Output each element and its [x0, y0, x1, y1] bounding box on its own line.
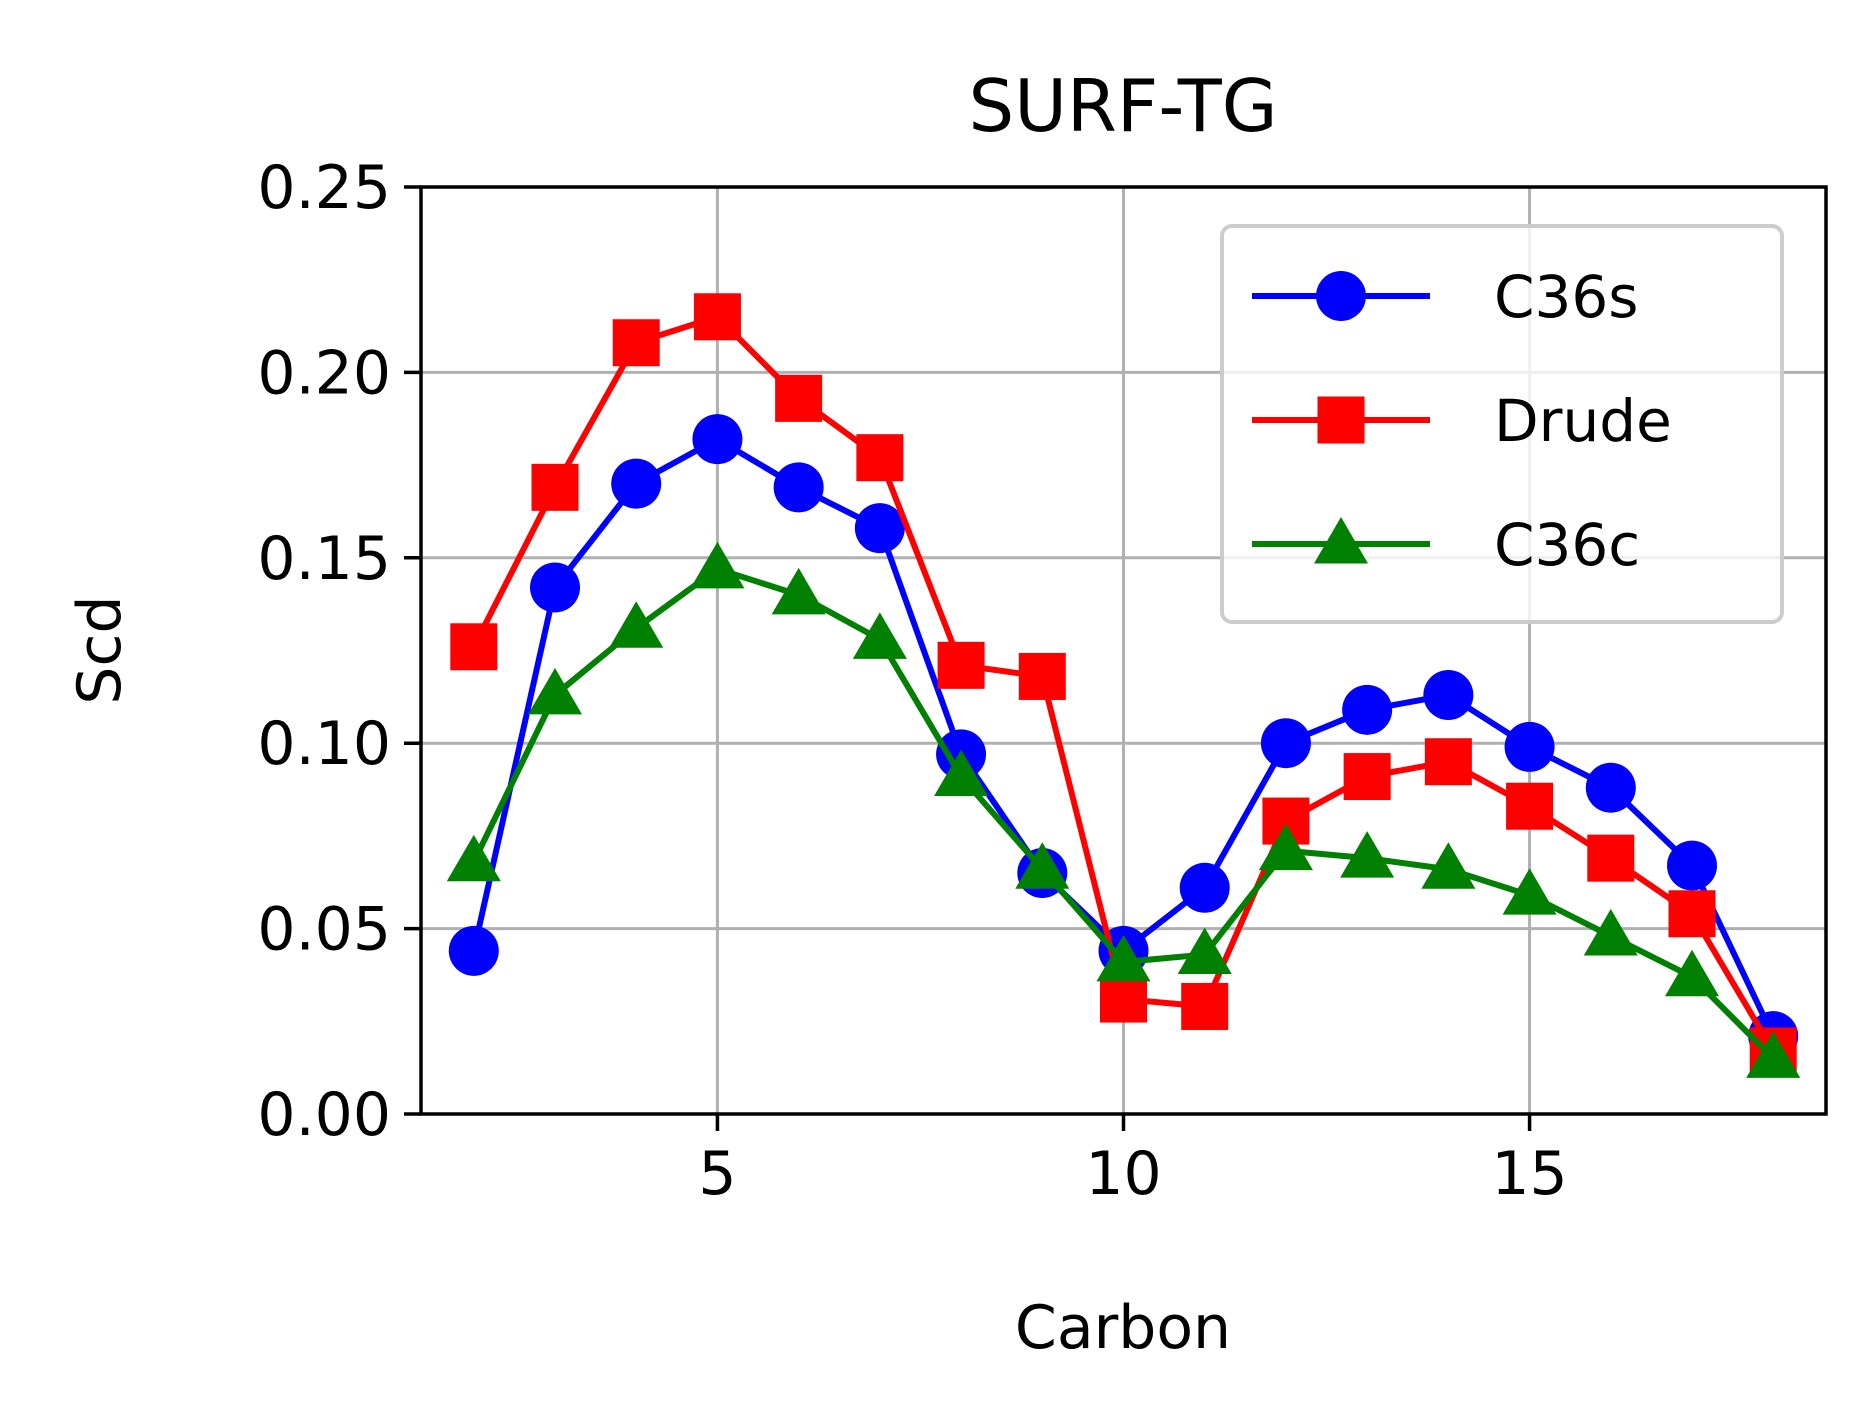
data-point [448, 925, 499, 976]
data-point [1664, 949, 1719, 997]
data-point [446, 834, 501, 882]
legend-item-c36c: C36c [1252, 511, 1640, 579]
data-point [773, 462, 824, 513]
legend-label: C36s [1494, 263, 1639, 331]
data-point [1506, 782, 1554, 830]
data-point [1424, 738, 1472, 786]
data-point [1015, 842, 1070, 889]
data-point [1100, 975, 1147, 1023]
data-point [1260, 718, 1311, 769]
data-point [1583, 909, 1638, 956]
data-point [1666, 840, 1717, 891]
data-point [1343, 753, 1391, 801]
data-point [1179, 862, 1230, 913]
axis-ticks: 5 10 15 0.00 0.05 0.10 0.15 0.20 0.25 [257, 153, 1567, 1209]
legend-item-c36s: C36s [1252, 263, 1639, 331]
series-c36c [446, 541, 1801, 1078]
y-tick-label: 0.25 [257, 153, 391, 223]
data-point [1421, 842, 1476, 889]
data-point [775, 374, 823, 422]
y-tick-label: 0.10 [257, 709, 391, 779]
data-point [528, 667, 583, 715]
y-tick-label: 0.00 [257, 1080, 391, 1150]
data-point [609, 601, 664, 648]
data-point [531, 463, 579, 511]
data-point [1258, 823, 1313, 871]
legend-label: Drude [1494, 387, 1672, 455]
data-point [1668, 890, 1716, 938]
x-tick-label: 15 [1491, 1139, 1567, 1209]
data-point [852, 612, 907, 659]
x-tick-label: 10 [1085, 1139, 1161, 1209]
data-point [937, 641, 985, 689]
legend-marker [1314, 517, 1368, 564]
legend-marker [1317, 396, 1365, 444]
data-point [1181, 982, 1229, 1030]
y-axis-label: Scd [65, 595, 135, 704]
legend: C36s Drude C36c [1220, 224, 1784, 624]
data-point [692, 414, 743, 465]
legend-box [1220, 224, 1784, 624]
y-tick-label: 0.20 [257, 338, 391, 408]
data-point [1746, 1031, 1801, 1078]
y-tick-label: 0.05 [257, 895, 391, 965]
data-point [530, 562, 581, 613]
series-drude [450, 293, 1797, 1075]
data-point [1502, 868, 1557, 915]
data-point [1585, 762, 1636, 813]
data-point [612, 319, 660, 367]
data-point [693, 293, 741, 341]
legend-marker [1316, 271, 1366, 321]
data-point [1177, 927, 1232, 974]
data-point [690, 541, 745, 589]
legend-item-drude: Drude [1252, 387, 1672, 455]
legend-label: C36c [1494, 511, 1640, 579]
x-tick-label: 5 [698, 1139, 736, 1209]
data-point [1504, 721, 1555, 772]
x-axis-label: Carbon [1015, 1293, 1231, 1363]
data-point [854, 503, 905, 554]
chart-title: SURF-TG [969, 64, 1278, 148]
data-point [1423, 669, 1474, 720]
data-point [856, 434, 904, 482]
data-point [1587, 834, 1635, 882]
data-point [450, 623, 498, 671]
y-tick-label: 0.15 [257, 524, 391, 594]
data-point [1342, 684, 1393, 735]
data-point [1018, 652, 1066, 700]
data-point [611, 458, 662, 509]
data-point [771, 567, 826, 615]
series-layer [446, 293, 1801, 1078]
data-point [1096, 934, 1151, 982]
data-point [934, 749, 989, 797]
data-point [1340, 831, 1395, 878]
